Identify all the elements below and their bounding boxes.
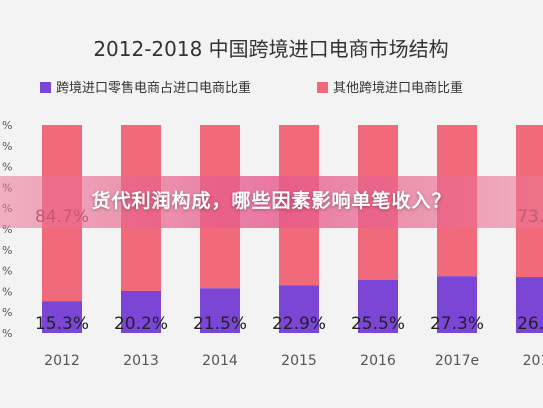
banner-text: 货代利润构成，哪些因素影响单笔收入？ [91, 190, 452, 212]
legend-swatch-other [317, 82, 328, 93]
data-label-import: 22.9% [272, 314, 326, 334]
chart-title: 2012-2018 中国跨境进口电商市场结构 [93, 37, 448, 61]
bar-import-2013 [121, 290, 161, 333]
y-axis: %%%%%%%%%%% [2, 119, 12, 340]
bar-import-2015 [279, 285, 319, 333]
data-label-import: 27.3% [430, 314, 484, 334]
y-tick-label: % [2, 119, 12, 132]
x-tick-label: 2017e [435, 353, 479, 369]
y-tick-label: % [2, 244, 12, 257]
bars [42, 125, 543, 333]
y-tick-label: % [2, 140, 12, 153]
bar-import-2018e [516, 277, 543, 333]
data-label-import: 26.9 [517, 314, 543, 334]
y-tick-label: % [2, 161, 12, 174]
y-tick-label: % [2, 265, 12, 278]
bar-import-2012 [42, 301, 82, 333]
legend-label-import: 跨境进口零售电商占进口电商比重 [56, 80, 251, 96]
x-tick-label: 2016 [360, 353, 396, 369]
x-tick-label: 2014 [202, 353, 238, 369]
legend: 跨境进口零售电商占进口电商比重 其他跨境进口电商比重 [40, 80, 463, 96]
legend-swatch-import [40, 82, 51, 93]
x-tick-label: 2015 [281, 353, 317, 369]
bar-import-2016 [358, 279, 398, 333]
data-label-import: 21.5% [193, 314, 247, 334]
bar-import-2017e [437, 276, 477, 333]
x-tick-label: 2012 [44, 353, 80, 369]
legend-label-other: 其他跨境进口电商比重 [333, 80, 463, 96]
overlay-banner [0, 176, 543, 228]
data-label-import: 20.2% [114, 314, 168, 334]
data-label-import: 25.5% [351, 314, 405, 334]
x-tick-label: 2013 [123, 353, 159, 369]
bar-import-2014 [200, 288, 240, 333]
y-tick-label: % [2, 306, 12, 319]
y-tick-label: % [2, 285, 12, 298]
y-tick-label: % [2, 327, 12, 340]
y-tick-label: % [2, 223, 12, 236]
x-axis: 2012 2013 2014 2015 2016 2017e 201 [44, 353, 543, 369]
x-tick-label: 201 [523, 353, 543, 369]
bar-labels: 15.3%84.7%20.2%21.5%22.9%25.5%27.3%26.97… [35, 207, 543, 334]
data-label-import: 15.3% [35, 314, 89, 334]
